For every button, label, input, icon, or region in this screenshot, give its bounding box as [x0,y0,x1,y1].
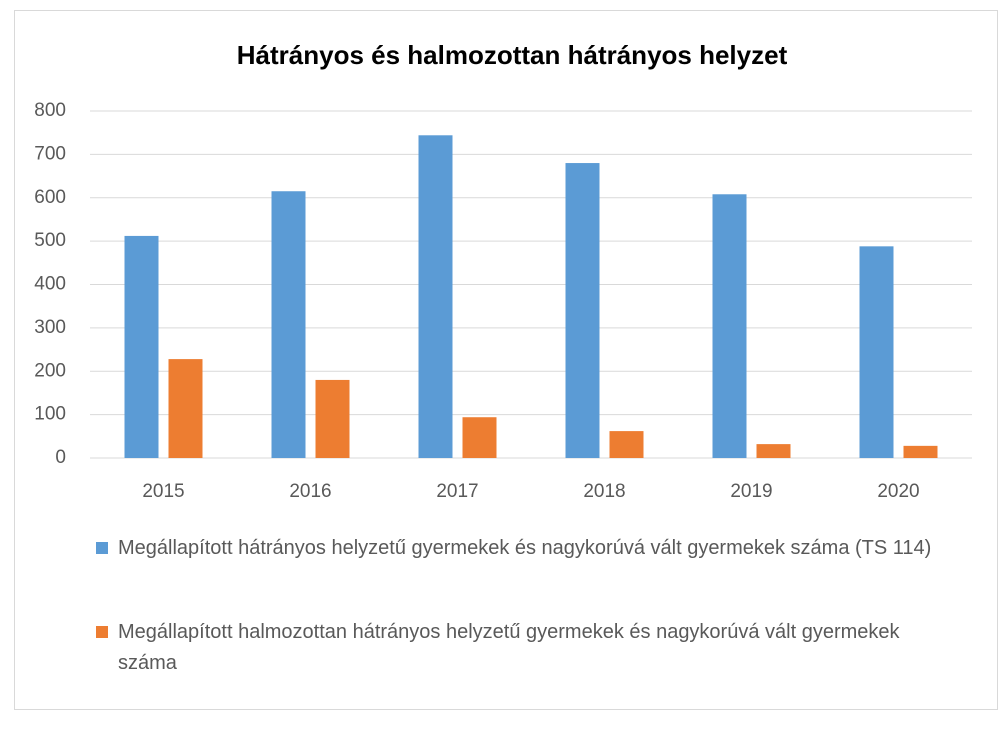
legend: Megállapított hátrányos helyzetű gyermek… [96,533,956,732]
y-tick-label: 700 [34,143,66,164]
x-tick-label: 2020 [877,481,919,502]
legend-item: Megállapított halmozottan hátrányos hely… [96,617,956,679]
y-tick-label: 100 [34,404,66,425]
x-tick-label: 2015 [142,481,184,502]
bar [609,431,644,458]
y-tick-label: 200 [34,360,66,381]
legend-label: Megállapított hátrányos helyzetű gyermek… [118,537,932,559]
chart: Hátrányos és halmozottan hátrányos helyz… [34,40,972,502]
page: Hátrányos és halmozottan hátrányos helyz… [14,10,998,710]
y-tick-label: 800 [34,100,66,121]
bar [271,191,306,458]
bar [168,359,203,458]
bar [712,194,747,458]
bar [124,235,159,458]
legend-label: Megállapított halmozottan hátrányos hely… [118,621,900,674]
y-tick-label: 500 [34,230,66,251]
bar [565,163,600,459]
x-tick-label: 2016 [289,481,331,502]
bar [903,445,938,458]
chart-title: Hátrányos és halmozottan hátrányos helyz… [237,40,788,70]
x-tick-label: 2019 [730,481,772,502]
bar [462,417,497,458]
legend-swatch [96,626,108,638]
y-tick-label: 400 [34,274,66,295]
y-tick-label: 600 [34,187,66,208]
legend-swatch [96,542,108,554]
legend-item: Megállapított hátrányos helyzetű gyermek… [96,533,956,564]
bar [418,135,453,459]
x-tick-label: 2017 [436,481,478,502]
bar [859,246,894,458]
bar [756,444,791,458]
x-tick-label: 2018 [583,481,625,502]
y-tick-label: 300 [34,317,66,338]
y-tick-label: 0 [55,447,66,468]
bar [315,379,350,458]
